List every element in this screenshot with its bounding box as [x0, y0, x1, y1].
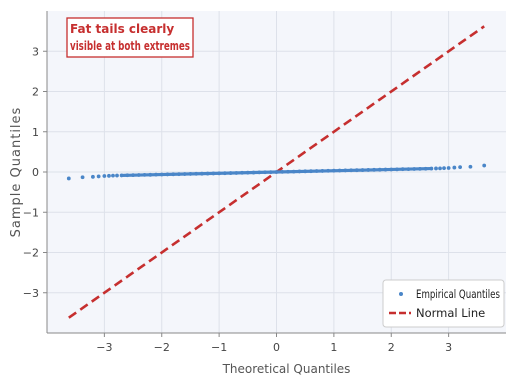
empirical-quantile-point [291, 169, 296, 174]
empirical-quantile-point [434, 166, 438, 171]
empirical-quantile-point [107, 173, 111, 178]
empirical-quantile-point [188, 172, 193, 176]
empirical-quantile-point [395, 167, 399, 172]
legend: Empirical Quantiles Normal Line [382, 279, 505, 328]
empirical-quantile-point [200, 171, 204, 176]
empirical-quantile-point [136, 173, 141, 177]
x-tick-label: −1 [211, 341, 227, 354]
annotation-text-line-1: Fat tails clearly [70, 22, 174, 36]
empirical-quantile-point [66, 176, 71, 181]
y-tick-label: −3 [23, 287, 39, 300]
empirical-quantile-point [182, 172, 187, 176]
x-tick-label: 3 [445, 341, 452, 354]
empirical-quantile-point [366, 168, 371, 172]
empirical-quantile-point [389, 167, 394, 172]
empirical-quantile-point [245, 170, 250, 175]
empirical-quantile-point [205, 171, 210, 176]
y-tick-label: 2 [32, 86, 39, 99]
empirical-quantile-point [217, 171, 222, 176]
y-tick-label: 0 [32, 166, 39, 179]
empirical-quantile-point [337, 168, 342, 173]
empirical-quantile-point [452, 165, 457, 170]
empirical-quantile-point [159, 172, 164, 177]
x-tick-label: 1 [330, 341, 337, 354]
empirical-quantile-point [194, 171, 199, 176]
empirical-quantile-point [349, 168, 353, 173]
empirical-quantile-point [80, 175, 85, 180]
legend-label-empirical: Empirical Quantiles [416, 287, 500, 301]
empirical-quantile-point [458, 165, 462, 170]
x-tick-label: −2 [154, 341, 170, 354]
empirical-quantile-point [438, 166, 442, 171]
empirical-quantile-point [309, 169, 313, 174]
legend-label-normal-line: Normal Line [416, 306, 485, 320]
empirical-quantile-point [320, 169, 325, 173]
empirical-quantile-point [268, 170, 273, 175]
empirical-quantile-point [354, 168, 359, 173]
empirical-quantile-point [343, 168, 348, 173]
empirical-quantile-point [468, 164, 473, 169]
empirical-quantile-point [119, 173, 124, 178]
x-tick-label: 2 [388, 341, 395, 354]
empirical-quantile-point [125, 173, 130, 178]
empirical-quantile-point [91, 174, 95, 179]
empirical-quantile-point [274, 170, 279, 174]
empirical-quantile-point [286, 169, 290, 174]
empirical-quantile-point [148, 172, 153, 177]
empirical-quantile-point [165, 172, 170, 177]
y-tick-label: 1 [32, 126, 39, 139]
empirical-quantile-point [482, 163, 487, 168]
empirical-quantile-point [446, 166, 451, 170]
empirical-quantile-point [240, 170, 244, 175]
empirical-quantile-point [383, 167, 388, 172]
empirical-quantile-point [115, 173, 119, 178]
x-tick-label: −3 [96, 341, 112, 354]
y-tick-label: 3 [32, 45, 39, 58]
empirical-quantile-point [372, 167, 376, 172]
empirical-quantile-point [412, 167, 417, 171]
empirical-quantile-point [177, 172, 181, 177]
y-tick-label: −1 [23, 206, 39, 219]
empirical-quantile-point [297, 169, 302, 174]
empirical-quantile-point [314, 169, 319, 173]
empirical-quantile-point [280, 169, 285, 174]
empirical-quantile-point [377, 167, 382, 172]
empirical-quantile-point [102, 174, 107, 178]
empirical-quantile-point [142, 172, 147, 177]
empirical-quantile-point [326, 168, 331, 173]
empirical-quantile-point [442, 166, 446, 171]
empirical-quantile-point [418, 166, 422, 171]
scatter-points [66, 163, 487, 181]
empirical-quantile-point [429, 166, 434, 171]
empirical-quantile-point [406, 167, 411, 172]
empirical-quantile-point [331, 168, 336, 173]
empirical-quantile-point [263, 170, 267, 175]
legend-frame [382, 279, 505, 328]
empirical-quantile-point [154, 172, 158, 177]
empirical-quantile-point [303, 169, 308, 174]
empirical-quantile-point [400, 167, 405, 172]
empirical-quantile-point [228, 171, 233, 175]
empirical-quantile-point [257, 170, 262, 175]
legend-marker-empirical [399, 292, 403, 296]
annotation-text-line-2: visible at both extremes [70, 39, 190, 53]
empirical-quantile-point [222, 171, 227, 176]
empirical-quantile-point [211, 171, 216, 176]
empirical-quantile-point [131, 173, 135, 178]
annotation-box: Fat tails clearly visible at both extrem… [66, 17, 194, 58]
x-tick-label: 0 [273, 341, 280, 354]
empirical-quantile-point [360, 168, 365, 172]
empirical-quantile-point [171, 172, 176, 177]
y-tick-label: −2 [23, 247, 39, 260]
y-axis-label: Sample Quantiles [9, 107, 24, 238]
empirical-quantile-point [423, 166, 428, 171]
empirical-quantile-point [251, 170, 256, 175]
empirical-quantile-point [111, 173, 115, 178]
x-axis-label: Theoretical Quantiles [222, 362, 351, 376]
y-axis-ticks: −3 −2 −1 0 1 2 3 [23, 45, 47, 300]
x-axis-ticks: −3 −2 −1 0 1 2 3 [96, 333, 452, 354]
empirical-quantile-point [234, 171, 239, 175]
empirical-quantile-point [96, 174, 101, 179]
